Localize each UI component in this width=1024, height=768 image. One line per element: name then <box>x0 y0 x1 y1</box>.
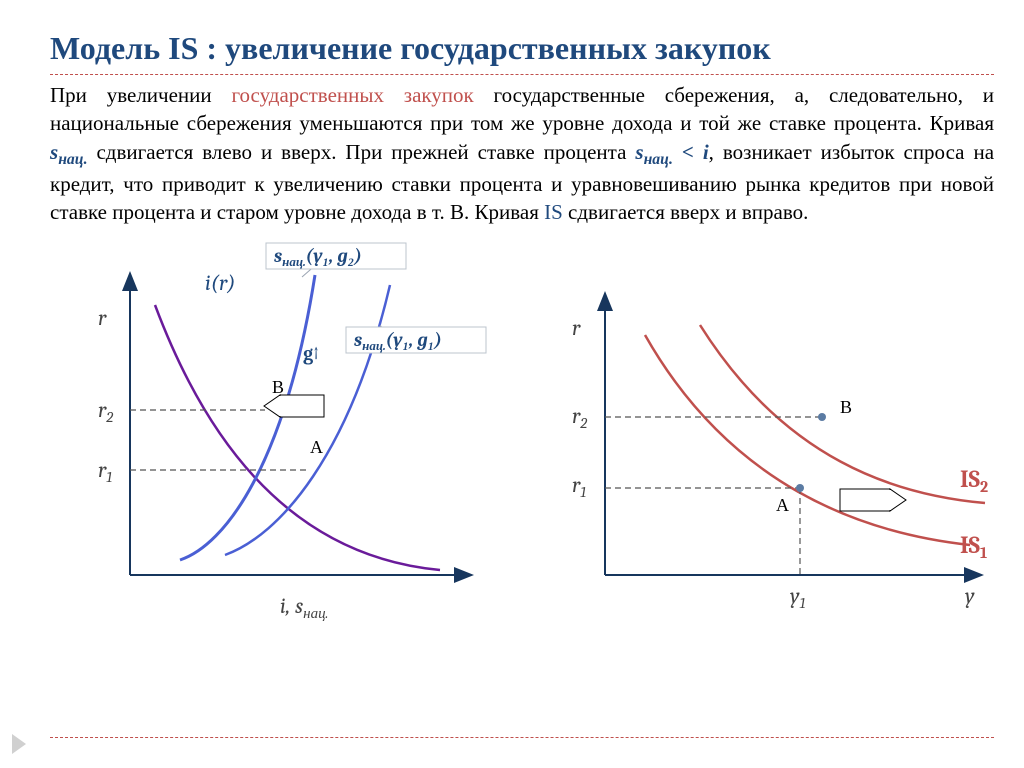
para-red: государственных закупок <box>231 83 473 107</box>
left-y-label: r <box>98 305 107 331</box>
g-shift-arrow <box>264 395 324 417</box>
is1-label: IS1 <box>960 531 987 562</box>
right-point-B-dot <box>818 413 826 421</box>
slide-container: Модель IS : увеличение государственных з… <box>0 0 1024 768</box>
g-up-label: g↑ <box>303 342 319 365</box>
left-x-label: i, sнац. <box>280 593 328 622</box>
para-snats1: sнац. <box>50 140 88 164</box>
title-suffix: : увеличение государственных закупок <box>198 30 770 66</box>
title-separator <box>50 74 994 75</box>
right-x-label: y <box>965 583 975 609</box>
charts-svg: r i, sнац. i(r) r1 r2 sнац.(y₁, g₂) sнац… <box>50 235 990 635</box>
right-shift-arrow <box>840 489 906 511</box>
right-point-A-dot <box>796 484 804 492</box>
next-chevron-icon[interactable] <box>12 734 26 754</box>
i-curve-label: i(r) <box>205 270 235 296</box>
right-y1-label: y1 <box>790 583 805 612</box>
left-r1-label: r1 <box>98 457 112 486</box>
title-prefix: Модель <box>50 30 168 66</box>
left-point-A: A <box>310 437 323 457</box>
right-r1-label: r1 <box>572 472 586 501</box>
para-t9: сдвигается вверх и вправо. <box>563 200 809 224</box>
s1-curve <box>225 285 390 555</box>
right-y-label: r <box>572 315 581 341</box>
para-ineq: sнац. < i <box>635 140 708 164</box>
charts-area: r i, sнац. i(r) r1 r2 sнац.(y₁, g₂) sнац… <box>50 235 990 645</box>
right-point-A-label: A <box>776 495 789 515</box>
right-point-B-label: B <box>840 397 852 417</box>
para-is: IS <box>544 200 563 224</box>
title-is: IS <box>168 30 198 66</box>
is2-label: IS2 <box>960 465 988 496</box>
bottom-separator <box>50 737 994 738</box>
right-r2-label: r2 <box>572 403 587 432</box>
left-r2-label: r2 <box>98 397 113 426</box>
left-point-B: B <box>272 377 284 397</box>
para-t1: При увеличении <box>50 83 231 107</box>
body-paragraph: При увеличении государственных закупок г… <box>50 81 994 227</box>
slide-title: Модель IS : увеличение государственных з… <box>50 28 994 68</box>
para-t5: сдвигается влево и вверх. При прежней ст… <box>88 140 636 164</box>
